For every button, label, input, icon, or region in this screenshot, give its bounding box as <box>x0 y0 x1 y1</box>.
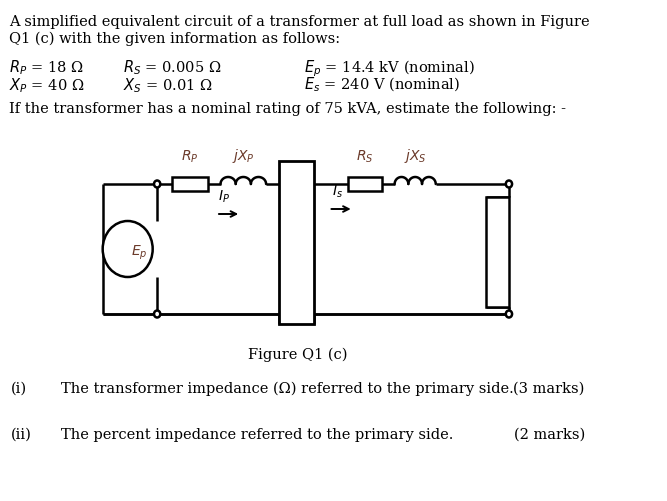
Text: $X_P$ = 40 Ω: $X_P$ = 40 Ω <box>9 76 84 95</box>
Text: A simplified equivalent circuit of a transformer at full load as shown in Figure: A simplified equivalent circuit of a tra… <box>9 15 590 29</box>
Text: $I_P$: $I_P$ <box>218 188 230 204</box>
Circle shape <box>506 311 512 318</box>
Text: The transformer impedance (Ω) referred to the primary side.: The transformer impedance (Ω) referred t… <box>61 381 514 396</box>
Circle shape <box>154 311 160 318</box>
Circle shape <box>154 181 160 188</box>
Text: $E_p$: $E_p$ <box>131 243 148 262</box>
Text: $R_P$ = 18 Ω: $R_P$ = 18 Ω <box>9 58 84 77</box>
Circle shape <box>506 181 512 188</box>
Text: $E_s$: $E_s$ <box>488 247 504 264</box>
Text: (i): (i) <box>11 381 27 395</box>
Text: Figure Q1 (c): Figure Q1 (c) <box>247 347 347 362</box>
Text: T: T <box>292 227 301 241</box>
Text: $R_S$: $R_S$ <box>356 148 374 165</box>
Text: $E_p$ = 14.4 kV (nominal): $E_p$ = 14.4 kV (nominal) <box>303 58 474 79</box>
Text: $E_s$ = 240 V (nominal): $E_s$ = 240 V (nominal) <box>303 76 460 94</box>
Text: $I_s$: $I_s$ <box>332 183 343 199</box>
Text: If the transformer has a nominal rating of 75 kVA, estimate the following: -: If the transformer has a nominal rating … <box>9 102 566 116</box>
Text: $R_P$: $R_P$ <box>181 148 199 165</box>
Bar <box>348 178 382 191</box>
Text: (ii): (ii) <box>11 427 31 441</box>
Text: $X_S$ = 0.01 Ω: $X_S$ = 0.01 Ω <box>123 76 213 95</box>
Text: $jX_S$: $jX_S$ <box>404 147 427 165</box>
Text: (3 marks): (3 marks) <box>514 381 585 395</box>
Bar <box>172 178 208 191</box>
Circle shape <box>103 221 153 278</box>
Text: Z: Z <box>492 245 502 260</box>
Text: $R_S$ = 0.005 Ω: $R_S$ = 0.005 Ω <box>123 58 221 77</box>
Text: The percent impedance referred to the primary side.: The percent impedance referred to the pr… <box>61 427 453 441</box>
Bar <box>279 162 314 324</box>
Bar <box>486 197 509 308</box>
Text: $jX_P$: $jX_P$ <box>232 147 255 165</box>
Text: (2 marks): (2 marks) <box>514 427 585 441</box>
Text: Q1 (c) with the given information as follows:: Q1 (c) with the given information as fol… <box>9 32 340 46</box>
Text: a:1: a:1 <box>287 308 307 321</box>
